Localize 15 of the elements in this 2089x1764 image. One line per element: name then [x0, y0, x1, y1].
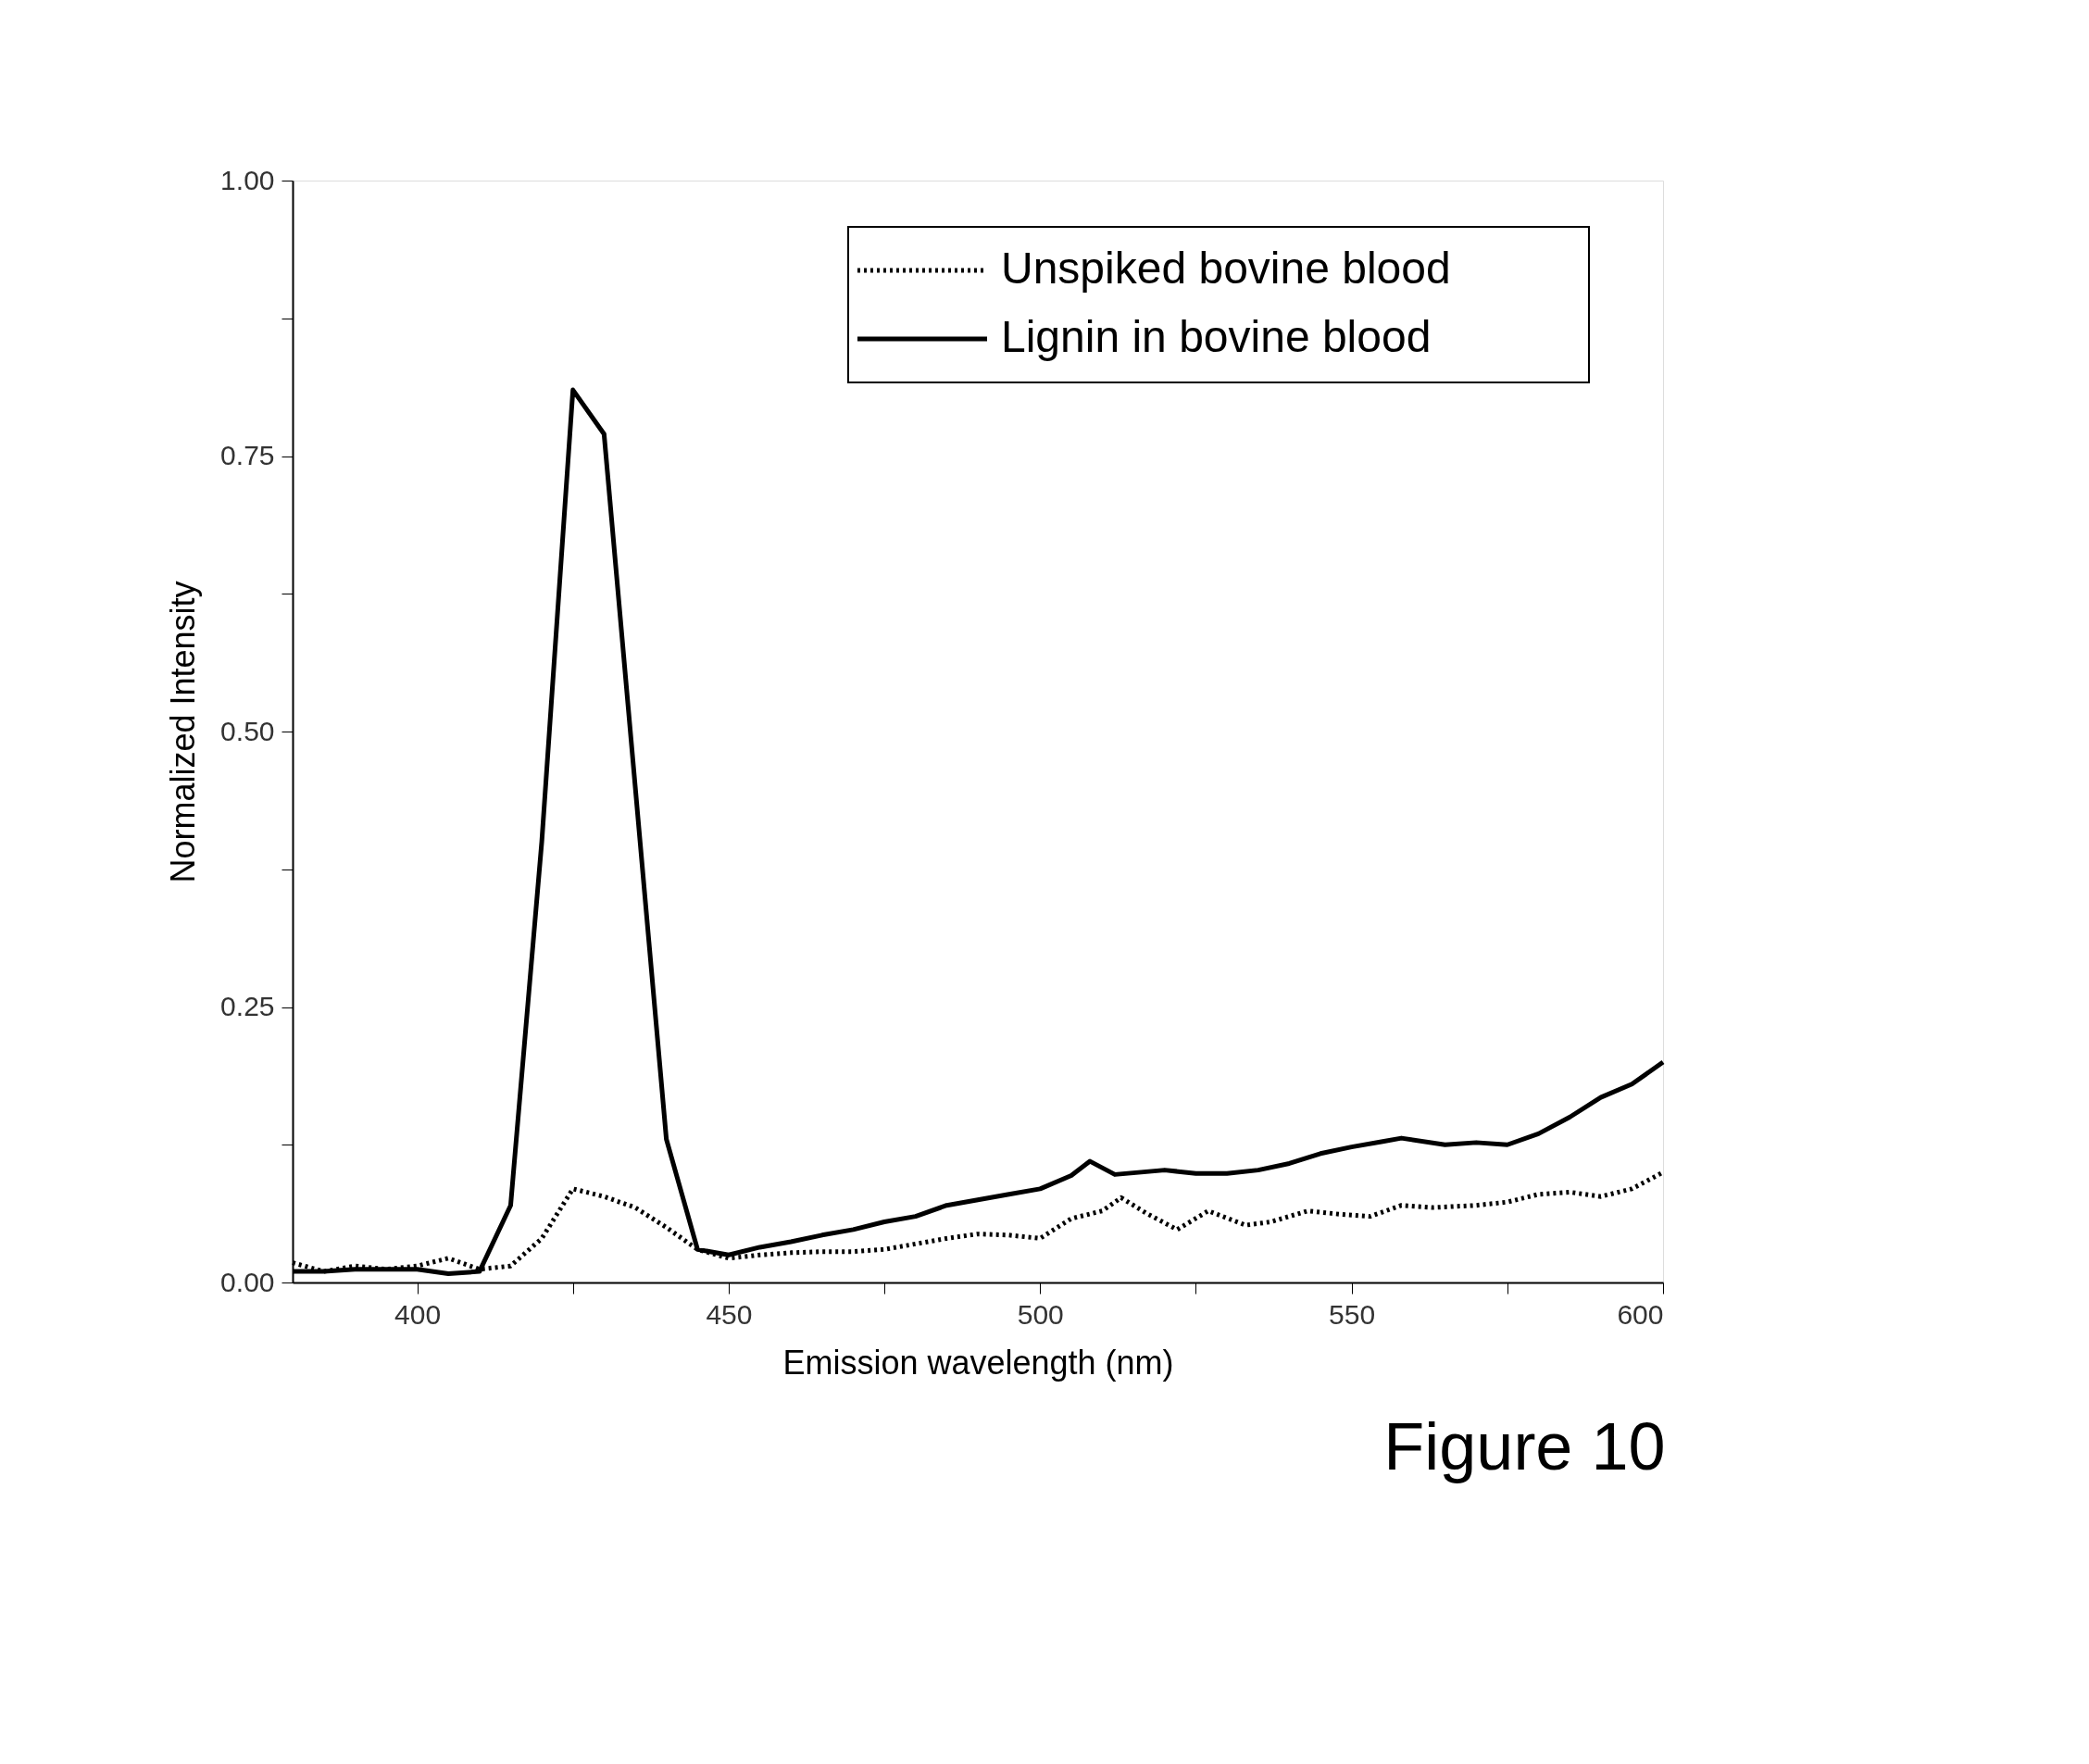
y-tick-label: 0.75 — [220, 440, 275, 470]
y-tick-label: 1.00 — [220, 164, 275, 195]
legend-label: Lignin in bovine blood — [1001, 312, 1432, 361]
x-tick-label: 550 — [1329, 1298, 1376, 1330]
y-tick-label: 0.00 — [220, 1266, 275, 1297]
y-tick-label: 0.25 — [220, 991, 275, 1021]
y-axis-title: Normalized Intensity — [164, 581, 203, 883]
caption: Figure 10 — [1383, 1409, 1666, 1483]
x-tick-label: 400 — [394, 1298, 442, 1330]
x-axis-title: Emission wavelength (nm) — [782, 1343, 1174, 1382]
y-tick-label: 0.50 — [220, 715, 275, 746]
x-tick-label: 450 — [706, 1298, 753, 1330]
x-tick-label: 500 — [1017, 1298, 1064, 1330]
x-tick-label: 600 — [1617, 1298, 1664, 1330]
legend-label: Unspiked bovine blood — [1001, 244, 1451, 293]
